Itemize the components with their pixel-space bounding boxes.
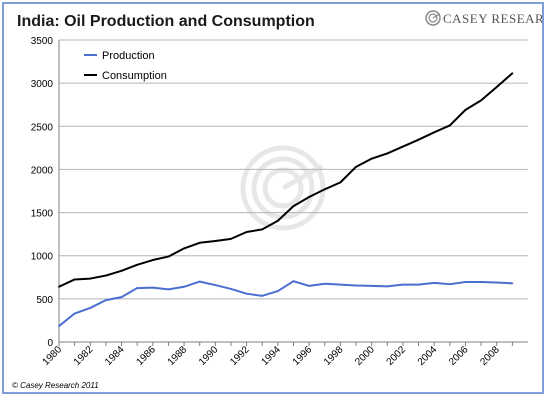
x-tick-label: 2002 <box>385 344 409 368</box>
data-point-consumption <box>230 237 232 240</box>
data-point-production <box>323 282 326 285</box>
data-point-consumption <box>464 108 467 111</box>
data-point-production <box>151 286 154 289</box>
data-point-consumption <box>480 99 482 102</box>
brand-name: CASEY RESEARCH.COM <box>443 11 542 26</box>
data-point-production <box>245 292 248 295</box>
chart-frame: India: Oil Production and Consumption CA… <box>2 2 544 394</box>
data-point-production <box>292 280 295 283</box>
series-line-consumption <box>58 72 514 288</box>
legend-label-production: Production <box>102 50 155 62</box>
x-tick-label: 1980 <box>41 344 65 368</box>
data-point-consumption <box>308 196 311 198</box>
data-point-consumption <box>58 285 60 288</box>
data-point-production <box>511 282 514 285</box>
data-point-consumption <box>183 247 185 250</box>
data-point-production <box>339 283 342 286</box>
x-tick-label: 2008 <box>478 344 502 368</box>
y-tick-label: 2500 <box>31 122 54 133</box>
series-layer <box>58 72 514 327</box>
data-point-consumption <box>167 255 170 258</box>
data-point-production <box>167 288 170 291</box>
data-point-consumption <box>417 138 420 141</box>
data-point-production <box>58 325 60 327</box>
data-point-production <box>355 284 357 287</box>
data-point-consumption <box>73 278 76 281</box>
data-point-production <box>183 285 185 288</box>
data-point-production <box>230 288 232 290</box>
data-point-consumption <box>402 145 404 148</box>
y-tick-label: 1500 <box>31 209 54 220</box>
data-point-production <box>214 284 217 286</box>
data-point-consumption <box>261 228 264 231</box>
data-point-production <box>89 307 92 309</box>
data-point-production <box>370 285 373 287</box>
x-tick-label: 1984 <box>103 344 127 368</box>
data-point-consumption <box>120 269 123 272</box>
x-tick-label: 1986 <box>134 344 158 368</box>
data-point-production <box>198 280 201 283</box>
data-point-production <box>433 281 436 284</box>
casey-research-logo-icon <box>425 10 441 26</box>
legend: Production Consumption <box>84 50 167 82</box>
data-point-consumption <box>355 165 357 168</box>
line-chart: India: Oil Production and Consumption CA… <box>12 10 542 390</box>
y-tick-label: 3500 <box>31 36 54 47</box>
data-point-consumption <box>198 241 201 244</box>
y-tick-label: 500 <box>36 295 53 306</box>
data-point-production <box>464 281 467 283</box>
data-point-production <box>73 312 76 315</box>
x-tick-label: 1982 <box>72 344 96 368</box>
data-point-consumption <box>292 205 295 208</box>
data-point-consumption <box>276 219 279 222</box>
data-point-consumption <box>339 181 342 184</box>
legend-label-consumption: Consumption <box>102 70 167 82</box>
data-point-consumption <box>105 274 107 277</box>
data-point-production <box>276 290 279 292</box>
copyright-footer: © Casey Research 2011 <box>12 381 99 390</box>
chart-title: India: Oil Production and Consumption <box>17 13 315 30</box>
data-point-production <box>120 296 123 299</box>
data-point-production <box>386 285 389 288</box>
data-point-production <box>448 283 451 286</box>
data-point-production <box>105 299 107 302</box>
data-point-consumption <box>370 157 373 160</box>
data-point-consumption <box>214 240 217 242</box>
y-tick-label: 1000 <box>31 252 54 263</box>
data-point-production <box>480 281 482 283</box>
data-point-consumption <box>386 152 389 155</box>
x-tick-label: 2000 <box>353 344 377 368</box>
x-tick-label: 1990 <box>197 344 221 368</box>
data-point-consumption <box>245 231 248 233</box>
data-point-consumption <box>151 259 154 261</box>
data-point-production <box>308 285 311 287</box>
x-tick-label: 1998 <box>322 344 346 368</box>
x-tick-label: 1996 <box>291 344 315 368</box>
x-tick-label: 2006 <box>447 344 471 368</box>
y-tick-label: 2000 <box>31 165 54 176</box>
x-tick-label: 1992 <box>228 344 252 368</box>
data-point-consumption <box>448 124 451 127</box>
data-point-consumption <box>89 277 92 280</box>
y-tick-label: 3000 <box>31 79 54 90</box>
data-point-production <box>261 294 264 297</box>
data-point-consumption <box>323 188 326 191</box>
data-point-consumption <box>511 72 514 75</box>
data-point-production <box>417 283 420 286</box>
y-tick-label: 0 <box>47 338 53 349</box>
series-line-production <box>58 280 513 327</box>
data-point-consumption <box>136 263 139 266</box>
x-tick-label: 2004 <box>416 344 440 368</box>
x-tick-label: 1988 <box>166 344 190 368</box>
x-tick-label: 1994 <box>259 344 283 368</box>
data-point-consumption <box>433 131 436 134</box>
data-point-production <box>136 287 139 289</box>
axis-layer: 0 500 1000 1500 2000 2500 3000 3500 1980 1982 1984… <box>31 36 528 368</box>
data-point-consumption <box>495 86 498 88</box>
data-point-production <box>495 281 498 284</box>
data-point-production <box>402 283 404 286</box>
